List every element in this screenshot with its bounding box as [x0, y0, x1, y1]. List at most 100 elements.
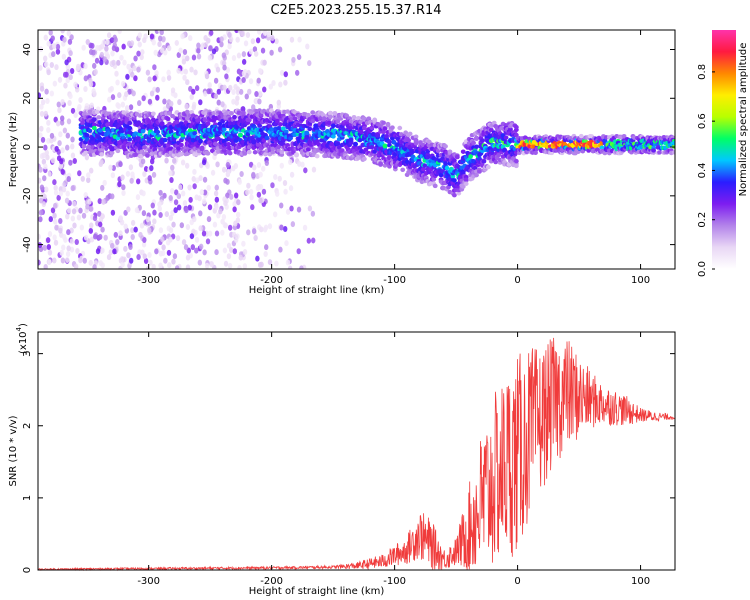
noise-cell [159, 30, 164, 36]
noise-cell [106, 254, 112, 261]
ridge-cell [263, 151, 268, 157]
noise-cell [152, 64, 157, 71]
x-tick-label: 0 [514, 576, 520, 587]
noise-cell [231, 231, 237, 238]
ridge-cell [280, 126, 286, 131]
noise-cell [65, 257, 70, 264]
noise-cell [203, 90, 208, 97]
noise-cell [78, 257, 83, 264]
noise-cell [40, 99, 46, 106]
noise-cell [39, 85, 45, 92]
snr-x-label: Height of straight line (km) [249, 586, 385, 597]
noise-cell [62, 71, 68, 78]
noise-cell [279, 224, 284, 231]
noise-cell [187, 184, 192, 191]
noise-cell [111, 59, 116, 66]
noise-cell [191, 175, 196, 182]
noise-cell [133, 226, 138, 233]
noise-cell [296, 248, 301, 255]
noise-cell [55, 48, 61, 55]
noise-cell [140, 158, 146, 165]
noise-cell [223, 200, 228, 207]
noise-cell [134, 207, 140, 214]
noise-cell [112, 248, 117, 255]
ridge-cell [451, 158, 457, 163]
noise-cell [44, 88, 49, 95]
noise-cell [60, 99, 65, 106]
noise-cell [174, 39, 179, 46]
noise-cell [259, 261, 264, 268]
noise-cell [81, 44, 86, 51]
noise-cell [206, 216, 212, 223]
noise-cell [44, 61, 49, 68]
noise-cell [213, 77, 219, 84]
noise-cell [152, 218, 157, 225]
ridge-cell [513, 158, 519, 164]
noise-cell [222, 247, 228, 254]
ridge-cell [270, 150, 276, 155]
noise-cell [135, 194, 141, 201]
noise-cell [283, 188, 288, 195]
noise-cell [274, 38, 279, 45]
noise-cell [151, 39, 156, 46]
ridge-cell [463, 177, 469, 182]
noise-cell [180, 159, 186, 166]
noise-cell [261, 188, 267, 195]
ridge-cell [578, 133, 584, 139]
noise-cell [90, 42, 95, 49]
noise-cell [255, 37, 261, 44]
noise-cell [60, 115, 65, 122]
noise-cell [236, 52, 242, 59]
noise-cell [237, 264, 242, 269]
ridge-cell [240, 110, 246, 116]
noise-cell [264, 244, 269, 251]
y-tick-label: 40 [22, 43, 33, 56]
noise-cell [151, 263, 156, 269]
noise-cell [53, 184, 58, 191]
spectrogram-panel: -300 -200 -100 0 100 40 20 0 -20 -40 Height of s… [8, 29, 676, 296]
noise-cell [164, 157, 169, 164]
noise-cell [248, 188, 254, 195]
noise-cell [162, 98, 167, 105]
noise-cell [139, 54, 144, 61]
snr-y-exponent-base: (x10 [18, 331, 29, 354]
noise-cell [219, 41, 224, 48]
noise-cell [126, 252, 131, 259]
ridge-cell [513, 132, 519, 138]
noise-cell [120, 80, 126, 87]
ridge-cell [382, 126, 388, 131]
noise-cell [132, 65, 137, 72]
noise-cell [183, 68, 188, 75]
noise-cell [245, 31, 251, 38]
noise-cell [241, 51, 247, 58]
noise-cell [39, 125, 44, 132]
noise-cell [39, 110, 45, 117]
noise-cell [290, 221, 296, 228]
noise-cell [77, 104, 82, 111]
noise-cell [176, 193, 182, 200]
ridge-cell [94, 109, 100, 115]
noise-cell [152, 75, 157, 82]
noise-cell [88, 227, 94, 234]
ridge-cell [472, 165, 478, 171]
noise-cell [88, 259, 93, 266]
noise-cell [202, 189, 208, 196]
noise-cell [237, 30, 243, 34]
noise-cell [198, 175, 203, 182]
ridge-cell [506, 162, 512, 167]
noise-cell [69, 238, 75, 245]
noise-cell [68, 74, 73, 81]
ridge-cell [199, 146, 205, 152]
noise-cell [99, 59, 104, 66]
ridge-cell [580, 149, 586, 154]
ridge-cell [328, 111, 333, 116]
noise-cell [66, 229, 71, 236]
noise-cell [287, 265, 293, 269]
noise-cell [248, 78, 254, 85]
ridge-cell [146, 118, 152, 124]
noise-cell [198, 243, 204, 250]
ridge-cell [255, 142, 261, 147]
ridge-cell [176, 146, 181, 151]
noise-cell [70, 215, 76, 222]
x-tick-label: -100 [383, 576, 406, 587]
